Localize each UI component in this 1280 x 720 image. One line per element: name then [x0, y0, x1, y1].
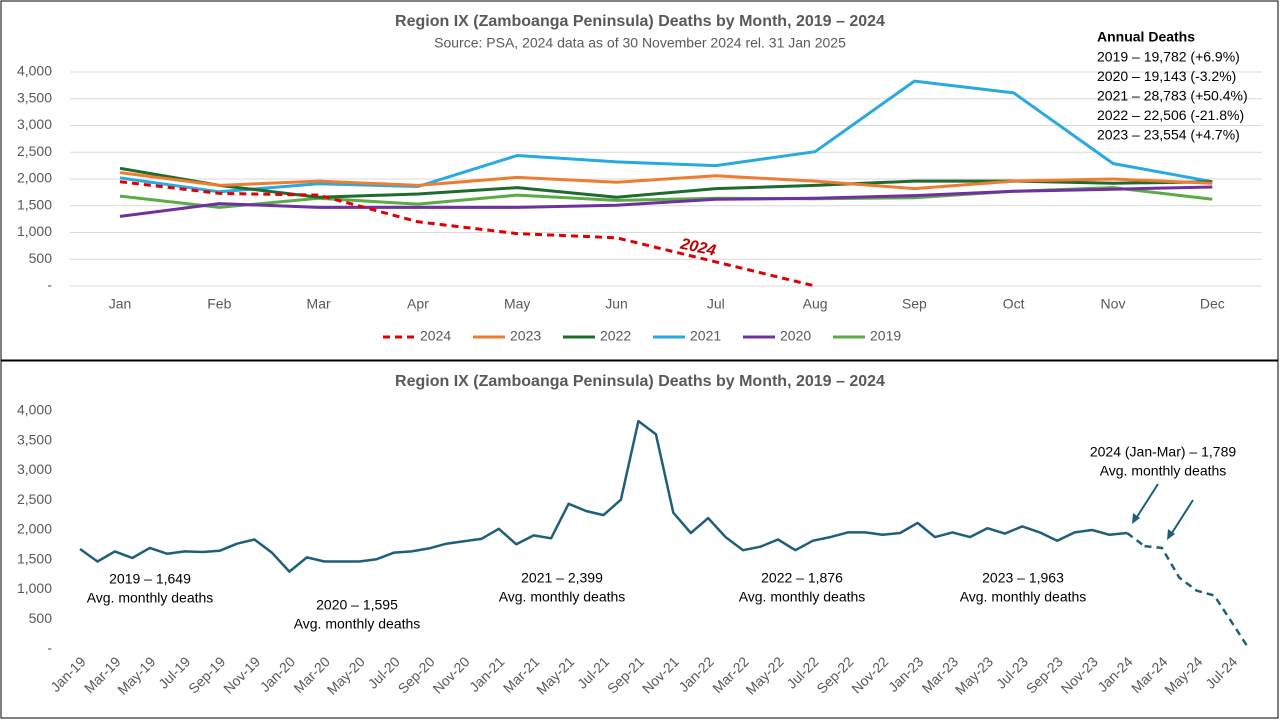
y-tick-label: 500 — [29, 250, 53, 266]
x-tick-label: May — [504, 296, 530, 312]
x-tick-label: Aug — [803, 296, 828, 312]
y-tick-label: 1,000 — [17, 223, 52, 239]
annotation: Avg. monthly deaths — [294, 616, 421, 632]
chart-title: Region IX (Zamboanga Peninsula) Deaths b… — [395, 13, 885, 30]
series-line — [1144, 544, 1251, 650]
x-tick-label: Jul — [707, 296, 725, 312]
annotation: 2021 – 2,399 — [521, 570, 603, 586]
series-line — [79, 419, 1128, 573]
annotation: Avg. monthly deaths — [739, 589, 866, 605]
annotation: 2024 (Jan-Mar) – 1,789 — [1090, 444, 1237, 460]
chart-title: Region IX (Zamboanga Peninsula) Deaths b… — [395, 373, 885, 390]
annotation: Avg. monthly deaths — [87, 590, 214, 606]
x-tick-label: Nov — [1101, 296, 1126, 312]
y-tick-label: 3,500 — [17, 89, 52, 105]
x-tick-label: Jan — [109, 296, 132, 312]
y-tick-label: 2,000 — [17, 170, 52, 186]
annotation: 2019 – 1,649 — [109, 571, 191, 587]
annual-box-line: 2023 – 23,554 (+4.7%) — [1097, 126, 1240, 142]
x-tick-label: Jun — [605, 296, 628, 312]
series-line — [119, 180, 816, 288]
annotation: Avg. monthly deaths — [499, 589, 626, 605]
y-tick-label: - — [47, 640, 52, 656]
annotation: Avg. monthly deaths — [1100, 463, 1227, 479]
y-tick-label: 3,500 — [17, 431, 52, 447]
annual-box-line: 2020 – 19,143 (-3.2%) — [1097, 68, 1236, 84]
annual-box-line: 2022 – 22,506 (-21.8%) — [1097, 107, 1244, 123]
x-tick-label: Apr — [407, 296, 429, 312]
y-tick-label: 500 — [29, 610, 53, 626]
y-tick-label: 1,000 — [17, 580, 52, 596]
chart-subtitle: Source: PSA, 2024 data as of 30 November… — [434, 35, 846, 51]
arrow — [1134, 483, 1159, 521]
x-tick-label: Oct — [1003, 296, 1025, 312]
legend-label: 2024 — [420, 328, 451, 344]
x-tick-label: Feb — [207, 296, 231, 312]
x-tick-label: Sep — [902, 296, 927, 312]
y-tick-label: 2,500 — [17, 143, 52, 159]
y-tick-label: 2,000 — [17, 521, 52, 537]
x-tick-label: Mar — [307, 296, 331, 312]
annotation: 2023 – 1,963 — [982, 570, 1064, 586]
series-line — [119, 79, 1213, 194]
legend-label: 2020 — [780, 328, 811, 344]
legend-label: 2021 — [690, 328, 721, 344]
arrow-head — [1132, 513, 1140, 524]
annual-box-title: Annual Deaths — [1097, 29, 1195, 45]
legend-label: 2023 — [510, 328, 541, 344]
y-tick-label: 2,500 — [17, 491, 52, 507]
y-tick-label: 3,000 — [17, 116, 52, 132]
series-line — [119, 171, 1213, 191]
legend-label: 2022 — [600, 328, 631, 344]
y-tick-label: - — [47, 277, 52, 293]
arrow — [1169, 499, 1194, 537]
y-tick-label: 3,000 — [17, 461, 52, 477]
x-tick-label: Dec — [1200, 296, 1225, 312]
y-tick-label: 4,000 — [17, 63, 52, 79]
y-tick-label: 1,500 — [17, 550, 52, 566]
series-connector — [1126, 531, 1146, 548]
arrow-head — [1167, 529, 1175, 540]
y-tick-label: 4,000 — [17, 402, 52, 418]
annual-box-line: 2021 – 28,783 (+50.4%) — [1097, 88, 1248, 104]
annotation: Avg. monthly deaths — [960, 589, 1087, 605]
legend-label: 2019 — [870, 328, 901, 344]
annotation: 2020 – 1,595 — [316, 597, 398, 613]
y-tick-label: 1,500 — [17, 196, 52, 212]
annotation: 2022 – 1,876 — [761, 570, 843, 586]
annual-box-line: 2019 – 19,782 (+6.9%) — [1097, 49, 1240, 65]
series-line — [119, 185, 1213, 218]
